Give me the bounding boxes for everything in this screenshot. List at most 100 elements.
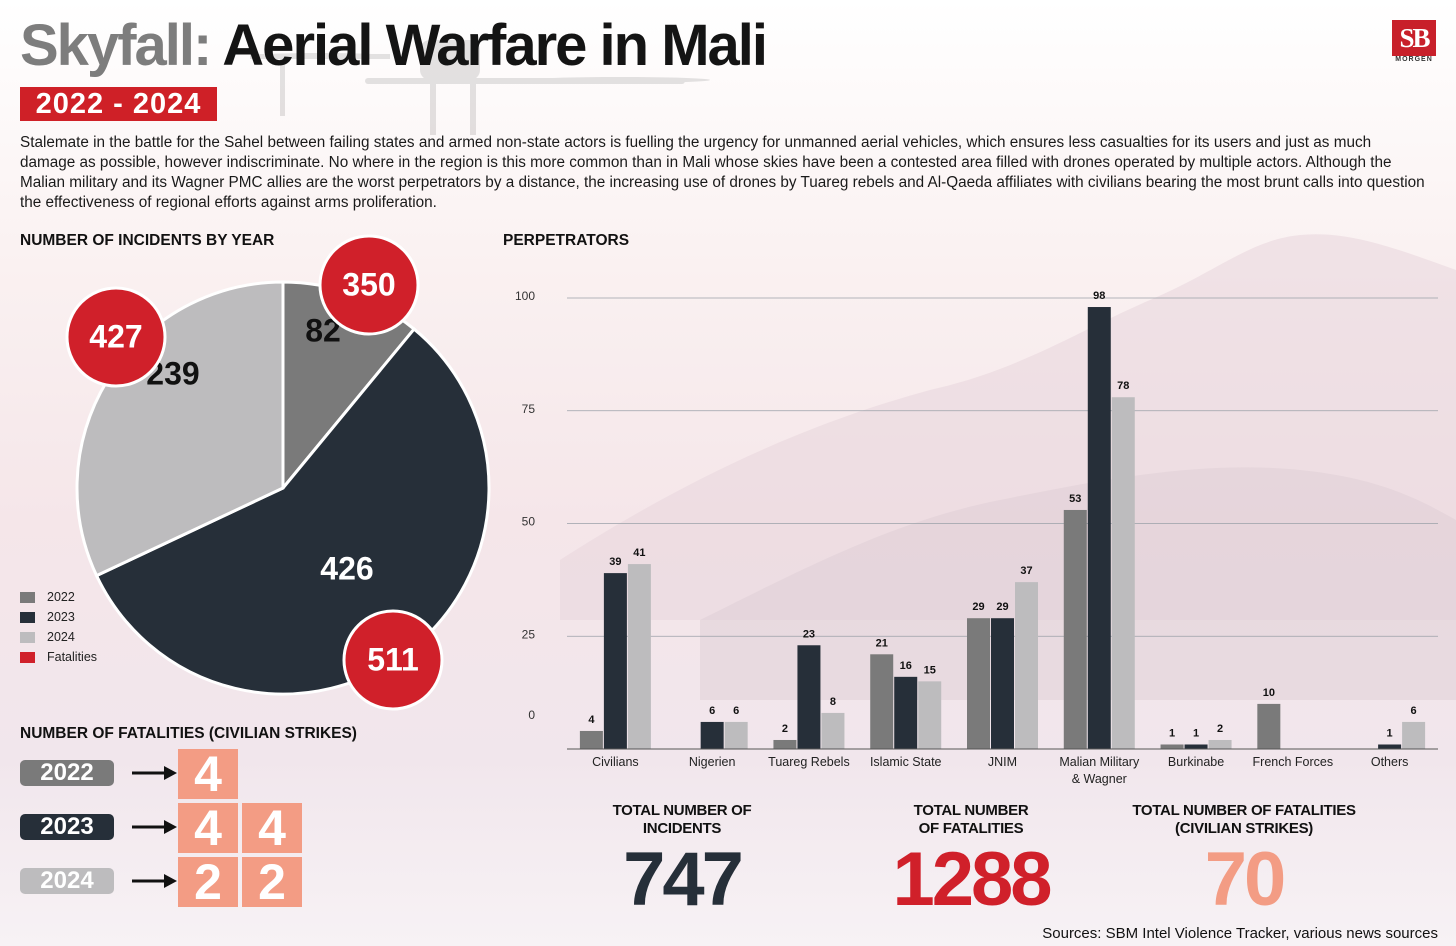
bar-2022 [967, 618, 990, 749]
year-pill-2022: 2022 [20, 760, 114, 786]
fatalities-bubble [65, 286, 167, 388]
bar-2024 [821, 712, 845, 749]
bar-value-label: 29 [996, 601, 1008, 613]
bar-value-label: 10 [1263, 687, 1275, 699]
bar-2024 [1208, 739, 1232, 749]
x-category-label: Burkinabe [1168, 755, 1224, 769]
total-value: 1288 [892, 837, 1052, 922]
total-label-line: TOTAL NUMBER OF FATALITIES [1132, 802, 1356, 819]
drone-silhouette-icon [250, 40, 710, 135]
years-badge: 2022 - 2024 [20, 87, 217, 121]
perpetrators-heading: PERPETRATORS [503, 232, 630, 249]
bar-value-label: 15 [924, 664, 936, 676]
bar-value-label: 4 [588, 714, 595, 726]
total-label-line: (CIVILIAN STRIKES) [1175, 820, 1313, 837]
x-category-label: Islamic State [870, 755, 942, 769]
total-label-line: TOTAL NUMBER OF [612, 802, 752, 819]
total-label-line: INCIDENTS [642, 820, 722, 837]
y-tick-label: 0 [528, 708, 535, 722]
bar-2024 [1111, 397, 1135, 749]
x-category-label: Nigerien [689, 755, 736, 769]
bar-value-label: 29 [972, 601, 984, 613]
bar-value-label: 6 [733, 705, 739, 717]
bar-2023 [797, 645, 821, 749]
bar-value-label: 6 [1411, 705, 1417, 717]
total-card: TOTAL NUMBER OF FATALITIES (CIVILIAN STRI… [1094, 802, 1394, 918]
legend-item: 2022 [20, 587, 97, 607]
total-value: 70 [1204, 837, 1287, 922]
bar-2023 [894, 676, 918, 749]
chart-legend: 2022 2023 2024 Fatalities [20, 587, 97, 667]
x-category-label: & Wagner [1072, 772, 1127, 786]
bar-2022 [1160, 744, 1184, 749]
legend-swatch [20, 651, 35, 663]
legend-swatch [20, 631, 35, 643]
legend-swatch [20, 611, 35, 623]
x-category-label: JNIM [988, 755, 1017, 769]
total-label-line: TOTAL NUMBER [913, 802, 1029, 819]
legend-item: Fatalities [20, 647, 97, 667]
total-label: TOTAL NUMBER OF INCIDENTS [532, 802, 832, 838]
bar-value-label: 41 [633, 547, 645, 559]
arrow-right-icon [132, 874, 177, 888]
bar-value-label: 53 [1069, 493, 1081, 505]
total-label-line: OF FATALITIES [918, 820, 1024, 837]
bar-value-label: 1 [1169, 727, 1175, 739]
fatalities-bubble [342, 609, 444, 711]
perpetrators-bar-chart: 0 25 50 75 100 4 39 41 Civilians 6 6 Nigerien 2 23 8 Tu… [515, 289, 1438, 786]
bar-value-label: 16 [900, 660, 912, 672]
total-card: TOTAL NUMBER OF FATALITIES 1288 [821, 802, 1121, 918]
page-title: Skyfall: Aerial Warfare in Mali [20, 13, 768, 78]
bar-2024 [1015, 582, 1038, 749]
total-label: TOTAL NUMBER OF FATALITIES [821, 802, 1121, 838]
fatality-digit: 4 [242, 803, 302, 853]
title-prefix: Skyfall: [20, 13, 212, 78]
y-tick-label: 25 [522, 627, 536, 641]
fatalities-bubble [318, 234, 420, 336]
bar-2023 [603, 573, 627, 749]
total-card: TOTAL NUMBER OF INCIDENTS 747 [532, 802, 832, 918]
legend-item: 2024 [20, 627, 97, 647]
bar-value-label: 8 [830, 696, 836, 708]
totals-block: TOTAL NUMBER OF INCIDENTS 747 TOTAL NUMBER O… [560, 802, 1450, 922]
bar-2022 [1063, 509, 1087, 749]
y-tick-label: 50 [522, 515, 536, 529]
logo-mark: SB [1392, 20, 1436, 56]
bar-2022 [579, 730, 603, 749]
fatalities-bubble-label: 511 [367, 641, 419, 677]
fatalities-heading: NUMBER OF FATALITIES (CIVILIAN STRIKES) [20, 725, 357, 742]
bar-2024 [724, 721, 748, 749]
incidents-heading: NUMBER OF INCIDENTS BY YEAR [20, 232, 275, 249]
legend-label: Fatalities [47, 650, 98, 664]
bar-value-label: 21 [876, 637, 888, 649]
x-category-label: Tuareg Rebels [768, 755, 850, 769]
bar-2023 [1087, 307, 1111, 749]
bar-2024 [918, 681, 942, 749]
fatality-digit: 2 [242, 857, 302, 907]
x-category-label: French Forces [1253, 755, 1334, 769]
bar-value-label: 2 [1217, 723, 1223, 735]
fatality-digit: 4 [178, 749, 238, 799]
bar-value-label: 39 [609, 556, 621, 568]
total-label: TOTAL NUMBER OF FATALITIES (CIVILIAN STRI… [1094, 802, 1394, 838]
title-main: Aerial Warfare in Mali [222, 13, 768, 78]
bar-2023 [1184, 744, 1208, 749]
bar-2024 [1402, 721, 1426, 749]
bar-value-label: 78 [1117, 380, 1129, 392]
bar-value-label: 37 [1020, 565, 1032, 577]
bar-value-label: 2 [782, 723, 788, 735]
bar-2022 [1257, 703, 1281, 749]
fatalities-bubble-label: 427 [89, 318, 142, 354]
legend-label: 2024 [47, 630, 75, 644]
legend-label: 2022 [47, 590, 75, 604]
fatality-digit: 4 [178, 803, 238, 853]
legend-item: 2023 [20, 607, 97, 627]
y-tick-label: 75 [522, 402, 536, 416]
fatalities-bubble-label: 350 [342, 266, 395, 302]
bar-value-label: 1 [1387, 727, 1393, 739]
bar-2023 [1378, 744, 1402, 749]
fatality-digit: 2 [178, 857, 238, 907]
pie-value-label: 426 [320, 550, 373, 586]
arrow-right-icon [132, 766, 177, 780]
legend-swatch [20, 591, 35, 603]
